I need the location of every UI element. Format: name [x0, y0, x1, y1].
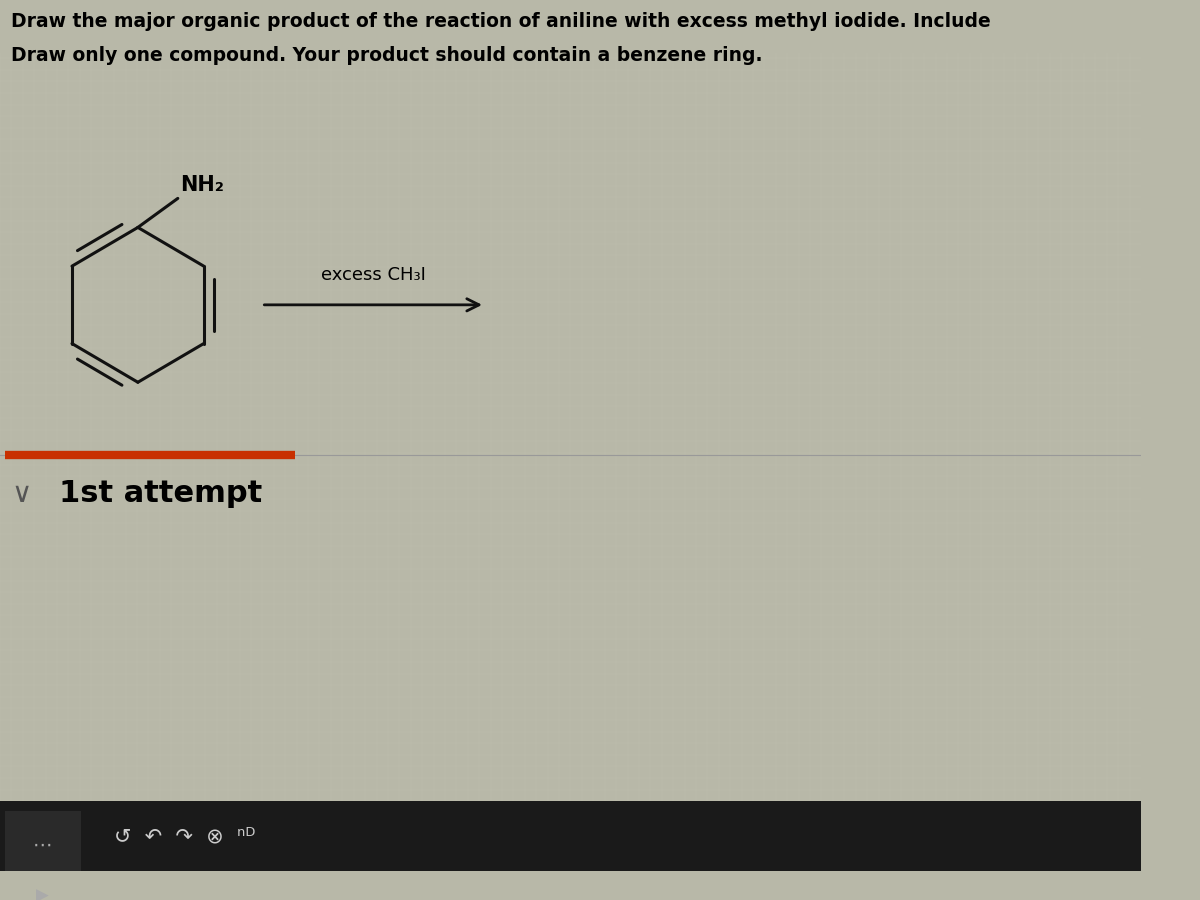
Bar: [5, 811, 80, 900]
Text: ∨: ∨: [12, 480, 31, 508]
Bar: [0, 0, 1141, 53]
Text: ▶: ▶: [36, 887, 49, 900]
Text: ↺  ↶  ↷  ⊗  ⁿᴰ: ↺ ↶ ↷ ⊗ ⁿᴰ: [114, 826, 256, 846]
Text: Draw the major organic product of the reaction of aniline with excess methyl iod: Draw the major organic product of the re…: [12, 12, 991, 31]
Bar: [0, 801, 1141, 871]
Text: NH₂: NH₂: [180, 175, 223, 194]
Text: 1st attempt: 1st attempt: [59, 479, 262, 508]
Text: Draw only one compound. Your product should contain a benzene ring.: Draw only one compound. Your product sho…: [12, 47, 763, 66]
Text: excess CH₃I: excess CH₃I: [320, 266, 426, 284]
Text: ⋯: ⋯: [34, 835, 53, 854]
